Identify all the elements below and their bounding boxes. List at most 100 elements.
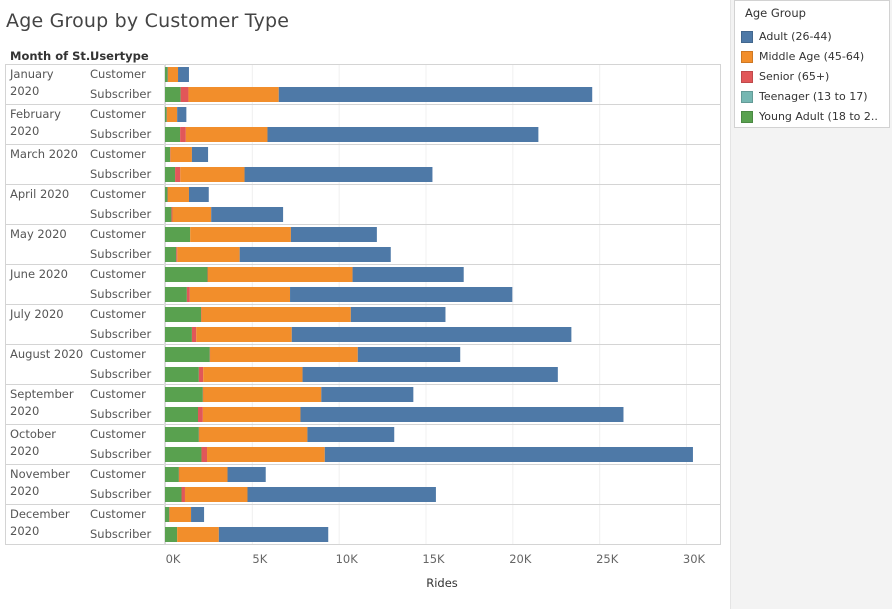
usertype-label[interactable]: Customer <box>90 427 146 441</box>
bar-segment-young[interactable] <box>165 407 198 422</box>
bar-segment-young[interactable] <box>165 227 191 242</box>
bar-segment-senior[interactable] <box>171 207 173 222</box>
bar-segment-young[interactable] <box>165 347 210 362</box>
bar-segment-adult[interactable] <box>352 267 464 282</box>
month-label[interactable]: July 2020 <box>10 306 64 323</box>
bar-segment-senior[interactable] <box>180 127 186 142</box>
bar-segment-middle[interactable] <box>199 427 308 442</box>
bar-segment-adult[interactable] <box>247 487 436 502</box>
bar-segment-young[interactable] <box>165 327 192 342</box>
bar-segment-young[interactable] <box>165 527 178 542</box>
bar-segment-middle[interactable] <box>180 167 245 182</box>
bar-segment-young[interactable] <box>165 167 176 182</box>
bar-segment-middle[interactable] <box>210 347 358 362</box>
bar-segment-adult[interactable] <box>290 227 377 242</box>
bar-segment-senior[interactable] <box>167 67 169 82</box>
bar-segment-middle[interactable] <box>177 247 240 262</box>
bar-segment-senior[interactable] <box>169 507 170 522</box>
bar-segment-adult[interactable] <box>239 247 391 262</box>
bar-segment-middle[interactable] <box>207 447 325 462</box>
month-label[interactable]: May 2020 <box>10 226 67 243</box>
usertype-label[interactable]: Customer <box>90 107 146 121</box>
bar-segment-adult[interactable] <box>218 527 329 542</box>
month-label[interactable]: September 2020 <box>10 386 74 420</box>
bar-segment-senior[interactable] <box>181 487 185 502</box>
usertype-label[interactable]: Customer <box>90 347 146 361</box>
bar-segment-senior[interactable] <box>191 327 197 342</box>
usertype-label[interactable]: Subscriber <box>90 327 152 341</box>
bar-segment-middle[interactable] <box>201 307 351 322</box>
bar-segment-young[interactable] <box>165 447 202 462</box>
bar-segment-adult[interactable] <box>291 327 572 342</box>
bar-segment-adult[interactable] <box>267 127 539 142</box>
bar-segment-young[interactable] <box>165 487 182 502</box>
usertype-label[interactable]: Subscriber <box>90 247 152 261</box>
usertype-label[interactable]: Subscriber <box>90 127 152 141</box>
usertype-label[interactable]: Customer <box>90 227 146 241</box>
bar-segment-senior[interactable] <box>170 147 171 162</box>
usertype-label[interactable]: Subscriber <box>90 367 152 381</box>
month-label[interactable]: August 2020 <box>10 346 83 363</box>
bar-segment-adult[interactable] <box>324 447 693 462</box>
bar-segment-adult[interactable] <box>302 367 558 382</box>
bar-segment-young[interactable] <box>165 147 171 162</box>
month-label[interactable]: January 2020 <box>10 66 54 100</box>
bar-segment-middle[interactable] <box>179 467 228 482</box>
usertype-label[interactable]: Customer <box>90 387 146 401</box>
usertype-label[interactable]: Subscriber <box>90 487 152 501</box>
bar-segment-senior[interactable] <box>209 347 211 362</box>
bar-segment-adult[interactable] <box>244 167 433 182</box>
bar-segment-young[interactable] <box>165 67 168 82</box>
usertype-label[interactable]: Customer <box>90 187 146 201</box>
bar-segment-adult[interactable] <box>178 67 189 82</box>
usertype-label[interactable]: Customer <box>90 147 146 161</box>
bar-segment-young[interactable] <box>165 107 167 122</box>
month-label[interactable]: April 2020 <box>10 186 69 203</box>
month-label[interactable]: June 2020 <box>10 266 68 283</box>
bar-segment-adult[interactable] <box>350 307 446 322</box>
bar-segment-middle[interactable] <box>203 387 322 402</box>
usertype-label[interactable]: Subscriber <box>90 87 152 101</box>
bar-segment-senior[interactable] <box>197 407 203 422</box>
bar-segment-middle[interactable] <box>184 487 248 502</box>
bar-segment-adult[interactable] <box>191 507 205 522</box>
bar-segment-adult[interactable] <box>188 187 209 202</box>
month-label[interactable]: March 2020 <box>10 146 78 163</box>
bar-segment-middle[interactable] <box>207 267 353 282</box>
usertype-label[interactable]: Customer <box>90 507 146 521</box>
bar-segment-senior[interactable] <box>180 87 189 102</box>
bar-segment-senior[interactable] <box>201 307 202 322</box>
bar-segment-young[interactable] <box>165 207 172 222</box>
usertype-label[interactable]: Subscriber <box>90 167 152 181</box>
month-label[interactable]: February 2020 <box>10 106 61 140</box>
bar-segment-senior[interactable] <box>198 367 204 382</box>
legend[interactable]: Age Group Adult (26-44) Middle Age (45-64… <box>734 0 890 128</box>
bar-segment-adult[interactable] <box>177 107 187 122</box>
month-label[interactable]: October 2020 <box>10 426 56 460</box>
bar-segment-middle[interactable] <box>167 187 189 202</box>
bar-segment-young[interactable] <box>165 387 203 402</box>
usertype-label[interactable]: Customer <box>90 67 146 81</box>
bar-segment-senior[interactable] <box>201 447 208 462</box>
bar-segment-senior[interactable] <box>166 107 168 122</box>
column-header-month[interactable]: Month of St.. <box>10 49 95 63</box>
bar-segment-young[interactable] <box>165 87 181 102</box>
usertype-label[interactable]: Subscriber <box>90 287 152 301</box>
bar-segment-senior[interactable] <box>176 247 178 262</box>
bar-segment-senior[interactable] <box>178 467 180 482</box>
bar-segment-young[interactable] <box>165 427 199 442</box>
bar-segment-young[interactable] <box>165 247 177 262</box>
bar-segment-middle[interactable] <box>170 147 192 162</box>
bar-segment-senior[interactable] <box>198 427 200 442</box>
bar-segment-senior[interactable] <box>207 267 209 282</box>
usertype-label[interactable]: Customer <box>90 467 146 481</box>
month-label[interactable]: November 2020 <box>10 466 70 500</box>
bar-segment-middle[interactable] <box>172 207 212 222</box>
usertype-label[interactable]: Subscriber <box>90 447 152 461</box>
bar-segment-middle[interactable] <box>177 527 219 542</box>
bar-segment-adult[interactable] <box>300 407 624 422</box>
bar-segment-young[interactable] <box>165 127 181 142</box>
bar-segment-senior[interactable] <box>202 387 204 402</box>
bar-segment-middle[interactable] <box>185 127 268 142</box>
usertype-label[interactable]: Customer <box>90 267 146 281</box>
